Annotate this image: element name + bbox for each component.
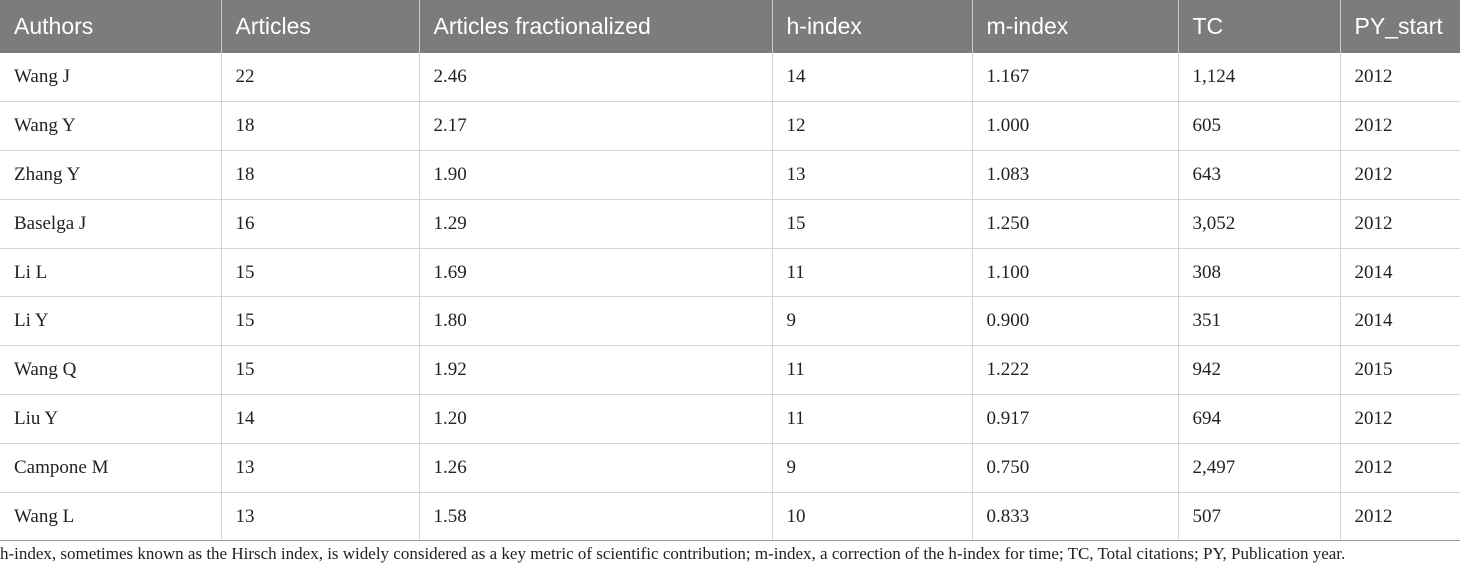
cell-m-index: 1.222 <box>972 345 1179 396</box>
cell-py-start: 2012 <box>1340 150 1460 200</box>
cell-m-index: 1.100 <box>972 248 1179 298</box>
cell-tc: 3,052 <box>1178 199 1341 249</box>
cell-tc: 942 <box>1178 345 1341 396</box>
cell-m-index: 0.750 <box>972 443 1179 493</box>
table-row: Wang L 13 1.58 10 0.833 507 2012 <box>0 492 1460 542</box>
cell-h-index: 14 <box>772 53 973 103</box>
cell-m-index: 0.900 <box>972 296 1179 347</box>
cell-h-index: 11 <box>772 248 973 298</box>
cell-h-index: 10 <box>772 492 973 542</box>
cell-author: Campone M <box>0 443 222 493</box>
cell-h-index: 15 <box>772 199 973 249</box>
cell-articles-fractionalized: 2.46 <box>419 53 773 103</box>
cell-articles-fractionalized: 1.26 <box>419 443 773 493</box>
cell-author: Baselga J <box>0 199 222 249</box>
column-header-articles-fractionalized: Articles fractionalized <box>419 0 773 53</box>
cell-articles: 13 <box>221 492 420 542</box>
cell-tc: 2,497 <box>1178 443 1341 493</box>
column-header-h-index: h-index <box>772 0 973 53</box>
cell-articles-fractionalized: 1.58 <box>419 492 773 542</box>
cell-m-index: 1.000 <box>972 101 1179 152</box>
cell-py-start: 2012 <box>1340 101 1460 152</box>
cell-m-index: 1.167 <box>972 53 1179 103</box>
cell-m-index: 1.250 <box>972 199 1179 249</box>
cell-tc: 643 <box>1178 150 1341 200</box>
cell-tc: 694 <box>1178 394 1341 444</box>
cell-h-index: 13 <box>772 150 973 200</box>
cell-author: Wang Y <box>0 101 222 152</box>
column-header-m-index: m-index <box>972 0 1179 53</box>
table-body: Wang J 22 2.46 14 1.167 1,124 2012 Wang … <box>0 53 1460 542</box>
cell-articles: 15 <box>221 248 420 298</box>
cell-author: Wang Q <box>0 345 222 396</box>
cell-py-start: 2012 <box>1340 492 1460 542</box>
cell-py-start: 2012 <box>1340 394 1460 444</box>
cell-articles-fractionalized: 1.69 <box>419 248 773 298</box>
table-row: Wang Q 15 1.92 11 1.222 942 2015 <box>0 345 1460 396</box>
cell-articles: 15 <box>221 345 420 396</box>
cell-m-index: 0.917 <box>972 394 1179 444</box>
cell-author: Li L <box>0 248 222 298</box>
cell-py-start: 2012 <box>1340 199 1460 249</box>
cell-h-index: 9 <box>772 443 973 493</box>
cell-articles-fractionalized: 2.17 <box>419 101 773 152</box>
table-row: Liu Y 14 1.20 11 0.917 694 2012 <box>0 394 1460 444</box>
author-metrics-table-container: Authors Articles Articles fractionalized… <box>0 0 1460 542</box>
cell-articles: 16 <box>221 199 420 249</box>
cell-articles-fractionalized: 1.90 <box>419 150 773 200</box>
cell-h-index: 11 <box>772 345 973 396</box>
cell-m-index: 1.083 <box>972 150 1179 200</box>
cell-h-index: 9 <box>772 296 973 347</box>
column-header-py-start: PY_start <box>1340 0 1460 53</box>
cell-h-index: 11 <box>772 394 973 444</box>
cell-articles: 13 <box>221 443 420 493</box>
table-footnote: h-index, sometimes known as the Hirsch i… <box>0 544 1346 563</box>
cell-py-start: 2014 <box>1340 248 1460 298</box>
table-row: Wang Y 18 2.17 12 1.000 605 2012 <box>0 101 1460 152</box>
cell-articles: 14 <box>221 394 420 444</box>
cell-author: Zhang Y <box>0 150 222 200</box>
cell-author: Wang J <box>0 53 222 103</box>
cell-author: Wang L <box>0 492 222 542</box>
cell-articles: 15 <box>221 296 420 347</box>
table-row: Li Y 15 1.80 9 0.900 351 2014 <box>0 296 1460 347</box>
column-header-tc: TC <box>1178 0 1341 53</box>
cell-py-start: 2012 <box>1340 443 1460 493</box>
cell-tc: 1,124 <box>1178 53 1341 103</box>
cell-articles-fractionalized: 1.29 <box>419 199 773 249</box>
column-header-authors: Authors <box>0 0 222 53</box>
table-header: Authors Articles Articles fractionalized… <box>0 0 1460 53</box>
cell-articles: 18 <box>221 150 420 200</box>
cell-tc: 507 <box>1178 492 1341 542</box>
table-row: Baselga J 16 1.29 15 1.250 3,052 2012 <box>0 199 1460 249</box>
cell-articles: 22 <box>221 53 420 103</box>
cell-m-index: 0.833 <box>972 492 1179 542</box>
table-row: Li L 15 1.69 11 1.100 308 2014 <box>0 248 1460 298</box>
table-row: Campone M 13 1.26 9 0.750 2,497 2012 <box>0 443 1460 493</box>
author-metrics-table: Authors Articles Articles fractionalized… <box>0 0 1460 542</box>
cell-articles: 18 <box>221 101 420 152</box>
cell-tc: 605 <box>1178 101 1341 152</box>
column-header-articles: Articles <box>221 0 420 53</box>
cell-tc: 308 <box>1178 248 1341 298</box>
cell-articles-fractionalized: 1.20 <box>419 394 773 444</box>
cell-author: Liu Y <box>0 394 222 444</box>
table-row: Zhang Y 18 1.90 13 1.083 643 2012 <box>0 150 1460 200</box>
cell-h-index: 12 <box>772 101 973 152</box>
cell-py-start: 2015 <box>1340 345 1460 396</box>
cell-py-start: 2012 <box>1340 53 1460 103</box>
cell-articles-fractionalized: 1.92 <box>419 345 773 396</box>
header-row: Authors Articles Articles fractionalized… <box>0 0 1460 53</box>
cell-py-start: 2014 <box>1340 296 1460 347</box>
cell-author: Li Y <box>0 296 222 347</box>
cell-articles-fractionalized: 1.80 <box>419 296 773 347</box>
cell-tc: 351 <box>1178 296 1341 347</box>
table-row: Wang J 22 2.46 14 1.167 1,124 2012 <box>0 53 1460 103</box>
